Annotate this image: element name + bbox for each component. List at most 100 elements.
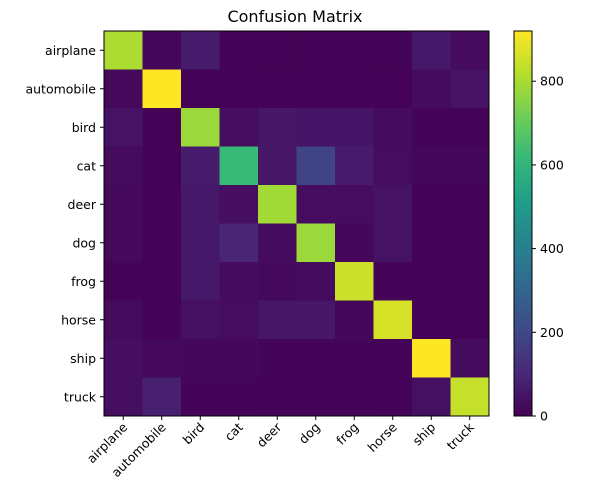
heatmap-cell — [296, 223, 336, 263]
heatmap-cell — [104, 377, 143, 417]
y-tick-label: airplane — [45, 43, 96, 58]
heatmap-cell — [296, 31, 336, 70]
heatmap-cell — [450, 223, 490, 263]
heatmap-cell — [450, 339, 490, 378]
heatmap-cell — [412, 223, 451, 263]
x-tick-label: dog — [296, 420, 323, 447]
heatmap-cell — [104, 108, 143, 147]
heatmap-cell — [142, 69, 182, 109]
heatmap-cell — [335, 69, 374, 109]
heatmap-cell — [296, 146, 336, 186]
heatmap-cell — [258, 108, 297, 147]
heatmap-cell — [296, 185, 336, 224]
heatmap-cell — [142, 339, 182, 378]
heatmap-cell — [181, 146, 220, 186]
y-tick-label: ship — [70, 351, 96, 366]
heatmap-cell — [412, 185, 451, 224]
heatmap-cell — [450, 31, 490, 70]
y-axis: airplane automobile bird cat deer dog frog hors… — [25, 43, 104, 404]
heatmap-cell — [450, 108, 490, 147]
colorbar-tick-label: 0 — [540, 409, 548, 424]
heatmap-cell — [219, 146, 259, 186]
heatmap-cell — [296, 262, 336, 301]
heatmap-cell — [104, 339, 143, 378]
heatmap-cell — [181, 223, 220, 263]
heatmap-cell — [412, 300, 451, 340]
heatmap-cell — [181, 31, 220, 70]
heatmap-cell — [142, 31, 182, 70]
x-tick-label: frog — [333, 420, 361, 448]
heatmap-cell — [219, 262, 259, 301]
heatmap-cell — [412, 262, 451, 301]
heatmap-cell — [142, 377, 182, 417]
heatmap-cell — [219, 300, 259, 340]
heatmap-cell — [373, 185, 413, 224]
heatmap-cell — [450, 69, 490, 109]
colorbar-tick-label: 400 — [540, 241, 564, 256]
heatmap-cell — [258, 339, 297, 378]
heatmap-cell — [142, 185, 182, 224]
heatmap-cell — [258, 146, 297, 186]
heatmap-cell — [450, 185, 490, 224]
heatmap-cell — [142, 262, 182, 301]
heatmap-cell — [373, 377, 413, 417]
colorbar-tick-label: 800 — [540, 74, 564, 89]
y-tick-label: deer — [68, 197, 97, 212]
heatmap-cell — [219, 108, 259, 147]
colorbar-gradient — [513, 30, 533, 417]
heatmap-cells — [104, 31, 490, 417]
heatmap-cell — [181, 300, 220, 340]
x-tick-label: bird — [180, 420, 208, 448]
heatmap-cell — [412, 146, 451, 186]
heatmap-cell — [296, 69, 336, 109]
x-tick-label: horse — [365, 419, 401, 455]
heatmap-cell — [181, 69, 220, 109]
heatmap-cell — [258, 300, 297, 340]
heatmap-cell — [373, 146, 413, 186]
heatmap-cell — [373, 108, 413, 147]
heatmap-cell — [219, 223, 259, 263]
chart-title: Confusion Matrix — [227, 7, 362, 26]
heatmap-cell — [450, 262, 490, 301]
heatmap-cell — [373, 31, 413, 70]
heatmap-cell — [450, 377, 490, 417]
heatmap-cell — [219, 185, 259, 224]
heatmap-cell — [104, 69, 143, 109]
heatmap-cell — [373, 300, 413, 340]
heatmap-cell — [450, 146, 490, 186]
heatmap-cell — [373, 69, 413, 109]
heatmap-cell — [219, 69, 259, 109]
heatmap-cell — [335, 377, 374, 417]
heatmap-cell — [104, 146, 143, 186]
heatmap-cell — [104, 300, 143, 340]
colorbar: 0 200 400 600 800 — [513, 30, 564, 424]
heatmap-cell — [104, 31, 143, 70]
heatmap-cell — [258, 223, 297, 263]
heatmap-cell — [258, 262, 297, 301]
colorbar-tick-label: 600 — [540, 157, 564, 172]
heatmap-cell — [335, 223, 374, 263]
x-tick-label: cat — [222, 419, 246, 443]
heatmap-cell — [258, 185, 297, 224]
heatmap-cell — [219, 31, 259, 70]
plot-frame — [103, 30, 490, 417]
heatmap-cell — [412, 108, 451, 147]
heatmap-cell — [142, 223, 182, 263]
y-tick-label: cat — [77, 158, 97, 173]
heatmap-cell — [373, 262, 413, 301]
heatmap-cell — [373, 223, 413, 263]
heatmap-cell — [335, 339, 374, 378]
heatmap-cell — [412, 69, 451, 109]
heatmap-cell — [296, 108, 336, 147]
heatmap-cell — [181, 185, 220, 224]
heatmap-cell — [181, 262, 220, 301]
x-tick-label: deer — [254, 419, 285, 450]
heatmap-cell — [335, 185, 374, 224]
heatmap-cell — [142, 300, 182, 340]
heatmap-cell — [412, 377, 451, 417]
y-tick-label: dog — [72, 235, 96, 250]
heatmap-cell — [104, 262, 143, 301]
heatmap-cell — [104, 185, 143, 224]
heatmap-cell — [450, 300, 490, 340]
